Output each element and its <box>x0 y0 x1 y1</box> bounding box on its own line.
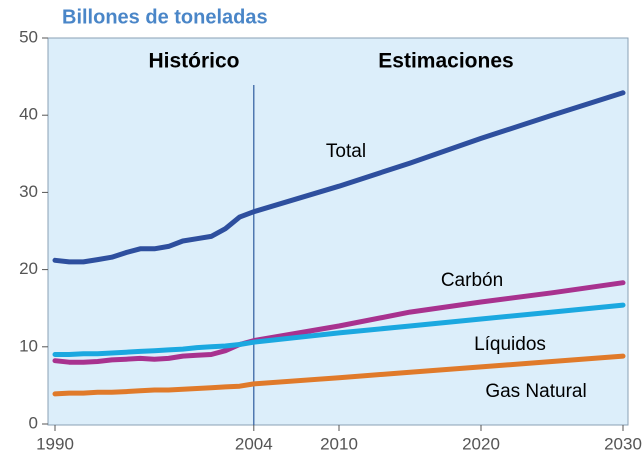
y-axis-title: Billones de toneladas <box>62 6 268 28</box>
y-tick-label: 20 <box>19 259 38 278</box>
x-tick-label: 1990 <box>36 434 74 453</box>
series-line <box>52 280 626 365</box>
series-line <box>52 302 626 357</box>
y-tick-label: 10 <box>19 336 38 355</box>
series-label: Gas Natural <box>485 381 586 402</box>
series-line <box>52 353 626 397</box>
series-line <box>52 90 626 265</box>
annotation: Histórico <box>148 50 239 73</box>
y-tick-label: 0 <box>29 413 38 432</box>
x-tick-label: 2030 <box>604 434 642 453</box>
series-label: Líquidos <box>474 334 546 355</box>
series-label: Total <box>326 141 366 162</box>
plot-area <box>47 37 629 426</box>
x-tick-label: 2020 <box>462 434 500 453</box>
y-tick-label: 50 <box>19 27 38 46</box>
series-label: Carbón <box>441 270 503 291</box>
x-tick-label: 2004 <box>235 434 273 453</box>
annotation: Estimaciones <box>378 50 513 73</box>
x-tick-label: 2010 <box>320 434 358 453</box>
y-tick-label: 30 <box>19 182 38 201</box>
y-tick-label: 40 <box>19 105 38 124</box>
